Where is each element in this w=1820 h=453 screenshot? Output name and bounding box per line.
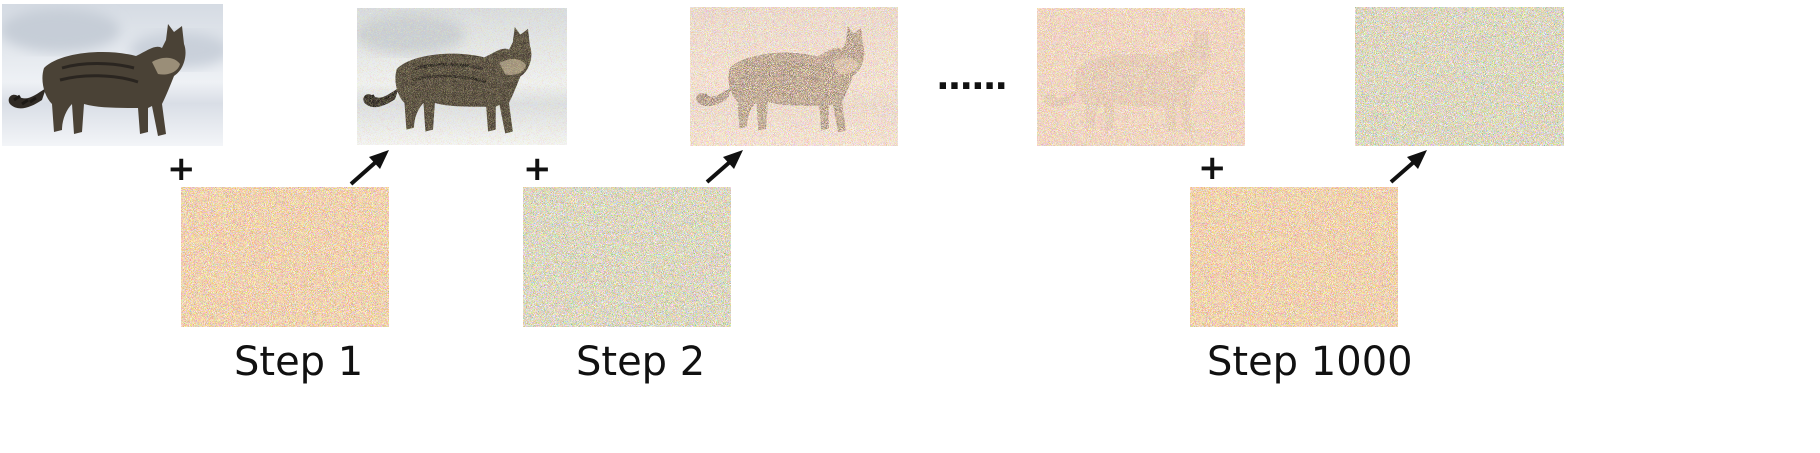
- ellipsis: ......: [936, 57, 1008, 98]
- original-cat-image: [2, 4, 223, 146]
- step-1000-label: Step 1000: [1207, 339, 1413, 385]
- noisy-image-step-999: [1037, 8, 1245, 146]
- step-2-label: Step 2: [576, 339, 706, 385]
- step-1-label: Step 1: [234, 339, 364, 385]
- arrow-step-1: [349, 150, 389, 186]
- plus-sign-2: +: [523, 149, 552, 189]
- arrow-step-2: [705, 150, 743, 184]
- noisy-image-step-1: [357, 8, 567, 145]
- plus-sign-1: +: [167, 149, 196, 189]
- plus-sign-3: +: [1198, 148, 1227, 188]
- noisy-image-step-2: [690, 7, 898, 146]
- noise-image-step-1: [181, 187, 389, 327]
- noise-image-step-2: [523, 187, 731, 327]
- noisy-image-step-1000: [1355, 7, 1564, 146]
- noise-image-step-1000: [1190, 187, 1398, 327]
- arrow-step-1000: [1389, 150, 1427, 184]
